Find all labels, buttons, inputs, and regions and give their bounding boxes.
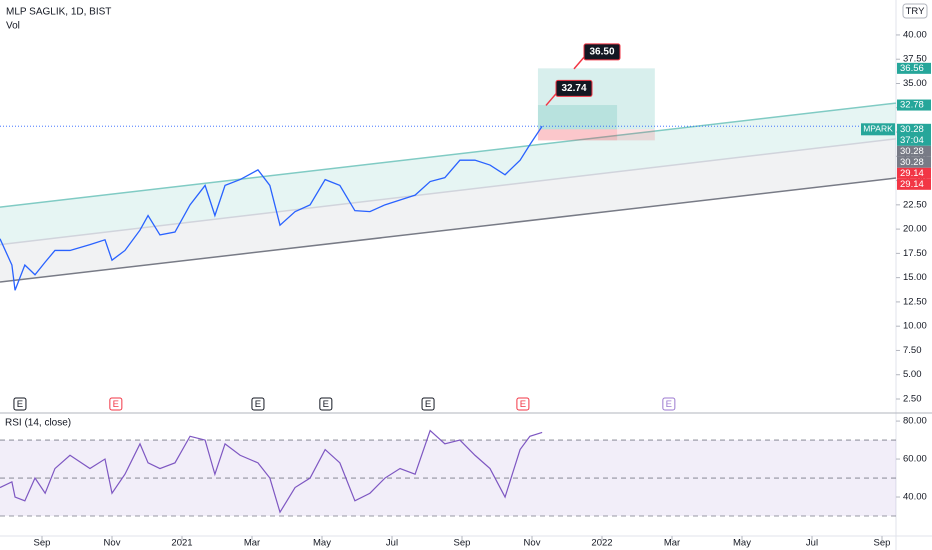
- y-tick-label: 22.50: [903, 199, 927, 210]
- y-tick-label: 2.50: [903, 394, 922, 405]
- price-tag: [897, 145, 931, 157]
- y-tick-label: 40.00: [903, 492, 927, 503]
- volume-label: Vol: [6, 21, 20, 32]
- rsi-band: [0, 440, 896, 517]
- earnings-label: E: [666, 399, 672, 410]
- price-tag-label: 29.14: [900, 179, 924, 190]
- y-tick-label: 12.50: [903, 296, 927, 307]
- price-tag: [897, 62, 931, 74]
- earnings-marker: [421, 397, 435, 411]
- x-tick-label: May: [313, 538, 331, 549]
- price-tag-label: 30.28: [900, 157, 924, 168]
- callout-label: 32.74: [561, 83, 586, 94]
- y-tick-label: 5.00: [903, 369, 922, 380]
- symbol-title: MLP SAGLIK, 1D, BIST: [6, 7, 111, 18]
- y-tick-label: 17.50: [903, 248, 927, 259]
- position-stop: [537, 129, 655, 141]
- earnings-marker: [516, 397, 530, 411]
- y-tick-label: 80.00: [903, 416, 927, 427]
- x-tick-label: 2022: [591, 538, 612, 549]
- position-target: [537, 68, 655, 130]
- rsi-title: RSI (14, close): [5, 418, 71, 429]
- channel-line: [0, 177, 897, 283]
- y-tick-label: 35.00: [903, 78, 927, 89]
- channel-fill: [0, 138, 896, 283]
- channel-line: [0, 138, 897, 246]
- position-target: [537, 105, 618, 130]
- tag-name: MPARK: [863, 124, 893, 134]
- tag-name-box: [861, 123, 895, 136]
- y-tick-label: 7.50: [903, 345, 922, 356]
- callout-box: [555, 79, 593, 97]
- price-tag-label: 32.78: [900, 100, 924, 111]
- price-tag-label: 29.14: [900, 168, 924, 179]
- earnings-marker: [109, 397, 123, 411]
- y-tick-label: 10.00: [903, 321, 927, 332]
- earnings-marker: [662, 397, 676, 411]
- x-tick-label: Sep: [34, 538, 51, 549]
- x-tick-label: Nov: [524, 538, 541, 549]
- price-tag: [897, 178, 931, 190]
- earnings-label: E: [425, 399, 431, 410]
- earnings-label: E: [520, 399, 526, 410]
- channel-line: [0, 102, 897, 208]
- price-tag: [897, 156, 931, 168]
- callout-box: [583, 43, 621, 61]
- x-tick-label: 2021: [171, 538, 192, 549]
- currency-box[interactable]: [902, 3, 928, 19]
- callout-label: 36.50: [589, 47, 614, 58]
- x-tick-label: Nov: [104, 538, 121, 549]
- earnings-label: E: [113, 399, 119, 410]
- y-tick-label: 60.00: [903, 454, 927, 465]
- earnings-marker: [13, 397, 27, 411]
- x-tick-label: May: [733, 538, 751, 549]
- y-tick-label: 20.00: [903, 224, 927, 235]
- earnings-marker: [251, 397, 265, 411]
- price-tag: [897, 99, 931, 111]
- price-tag: [897, 123, 931, 146]
- x-tick-label: Sep: [874, 538, 891, 549]
- position-stop: [537, 129, 618, 141]
- y-tick-label: 40.00: [903, 29, 927, 40]
- currency[interactable]: TRY: [906, 6, 925, 17]
- x-tick-label: Mar: [244, 538, 260, 549]
- y-tick-label: 37.50: [903, 54, 927, 65]
- countdown: 37:04: [900, 135, 924, 146]
- price-tag-label: 30.28: [900, 146, 924, 157]
- price-tag-label: 30.28: [900, 124, 924, 135]
- earnings-label: E: [323, 399, 329, 410]
- x-tick-label: Jul: [806, 538, 818, 549]
- y-tick-label: 15.00: [903, 272, 927, 283]
- earnings-marker: [319, 397, 333, 411]
- earnings-label: E: [255, 399, 261, 410]
- rsi-line: [0, 429, 543, 514]
- x-tick-label: Mar: [664, 538, 680, 549]
- price-line: [0, 125, 543, 291]
- x-tick-label: Jul: [386, 538, 398, 549]
- price-tag: [897, 167, 931, 179]
- price-tag-label: 36.56: [900, 63, 924, 74]
- x-tick-label: Sep: [454, 538, 471, 549]
- earnings-label: E: [17, 399, 23, 410]
